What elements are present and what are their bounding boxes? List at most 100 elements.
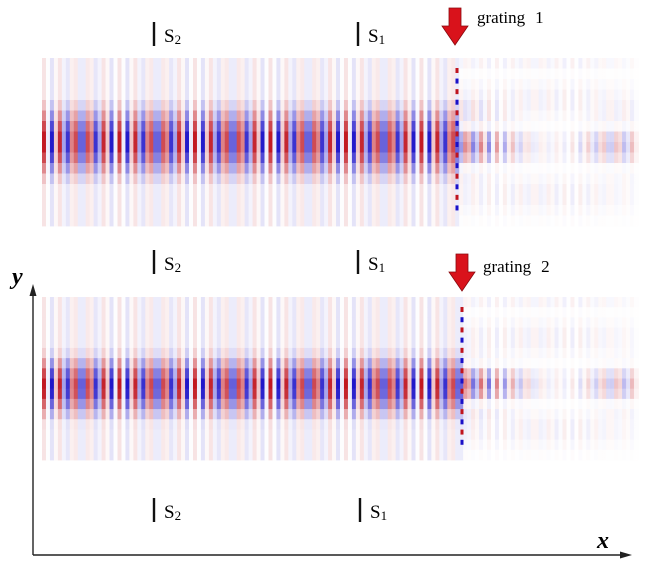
field-cell — [85, 358, 91, 369]
field-cell — [534, 163, 540, 174]
field-cell — [455, 79, 460, 90]
field-cell — [185, 194, 190, 206]
field-cell — [411, 449, 416, 461]
field-cell — [157, 358, 162, 369]
field-cell — [260, 100, 265, 111]
field-cell — [494, 419, 500, 430]
field-cell — [403, 79, 408, 90]
field-cell — [53, 205, 59, 216]
field-cell — [498, 297, 504, 308]
field-cell — [423, 152, 428, 164]
field-cell — [443, 388, 448, 400]
field-cell — [534, 317, 540, 328]
field-cell — [431, 79, 436, 90]
field-cell — [471, 173, 476, 185]
field-cell — [292, 194, 297, 206]
field-cell — [248, 307, 253, 318]
field-cell — [204, 58, 210, 69]
field-cell — [375, 409, 381, 420]
field-cell — [177, 215, 182, 227]
field-cell — [165, 152, 170, 164]
field-cell — [45, 419, 51, 430]
field-cell — [196, 194, 202, 206]
field-cell — [129, 68, 134, 80]
field-cell — [347, 142, 353, 153]
field-cell — [510, 68, 516, 80]
field-cell — [189, 388, 194, 400]
field-cell — [69, 409, 75, 420]
field-cell — [236, 110, 242, 122]
field-cell — [276, 398, 281, 410]
field-cell — [343, 205, 349, 216]
field-cell — [204, 419, 210, 430]
field-cell — [463, 409, 468, 420]
field-cell — [439, 327, 444, 339]
field-cell — [471, 409, 476, 420]
field-cell — [455, 184, 460, 195]
field-cell — [105, 121, 110, 132]
field-cell — [403, 307, 408, 318]
field-cell — [455, 89, 460, 101]
field-cell — [566, 307, 571, 318]
field-cell — [236, 215, 242, 227]
field-cell — [391, 184, 397, 195]
field-cell — [177, 100, 182, 111]
field-cell — [97, 429, 102, 441]
field-cell — [312, 429, 317, 441]
field-cell — [447, 121, 452, 132]
field-cell — [125, 215, 130, 227]
field-cell — [483, 429, 488, 441]
field-cell — [455, 368, 460, 379]
field-cell — [343, 378, 349, 390]
field-cell — [391, 58, 397, 69]
field-cell — [423, 58, 428, 69]
field-cell — [264, 388, 269, 400]
field-cell — [169, 194, 174, 206]
field-cell — [347, 131, 353, 143]
field-cell — [228, 337, 234, 349]
field-cell — [304, 419, 309, 430]
field-cell — [109, 142, 114, 153]
field-cell — [288, 184, 293, 195]
field-cell — [407, 121, 412, 132]
field-cell — [435, 439, 440, 451]
field-cell — [542, 327, 548, 339]
field-cell — [153, 358, 158, 369]
field-cell — [252, 307, 257, 318]
field-cell — [141, 439, 146, 451]
field-cell — [522, 297, 528, 308]
field-cell — [483, 419, 488, 430]
field-cell — [153, 58, 158, 69]
field-cell — [324, 378, 329, 390]
field-cell — [268, 184, 273, 195]
field-cell — [216, 398, 222, 410]
field-cell — [240, 110, 246, 122]
field-cell — [514, 347, 520, 359]
field-cell — [522, 429, 528, 441]
field-cell — [467, 173, 472, 185]
field-cell — [415, 337, 420, 349]
field-cell — [475, 152, 480, 164]
field-cell — [256, 173, 261, 185]
field-cell — [73, 173, 79, 185]
field-cell — [379, 163, 385, 174]
field-cell — [550, 297, 555, 308]
field-cell — [77, 121, 83, 132]
field-cell — [351, 110, 357, 122]
field-cell — [455, 131, 460, 143]
field-cell — [387, 368, 393, 379]
field-cell — [419, 368, 424, 379]
field-cell — [502, 89, 508, 101]
field-cell — [475, 388, 480, 400]
field-cell — [101, 58, 106, 69]
field-cell — [216, 409, 222, 420]
field-cell — [248, 358, 253, 369]
field-cell — [316, 142, 321, 153]
field-cell — [320, 110, 325, 122]
field-cell — [173, 409, 178, 420]
field-cell — [455, 297, 460, 308]
field-cell — [359, 152, 365, 164]
field-cell — [447, 194, 452, 206]
field-cell — [451, 79, 456, 90]
field-cell — [125, 317, 130, 328]
